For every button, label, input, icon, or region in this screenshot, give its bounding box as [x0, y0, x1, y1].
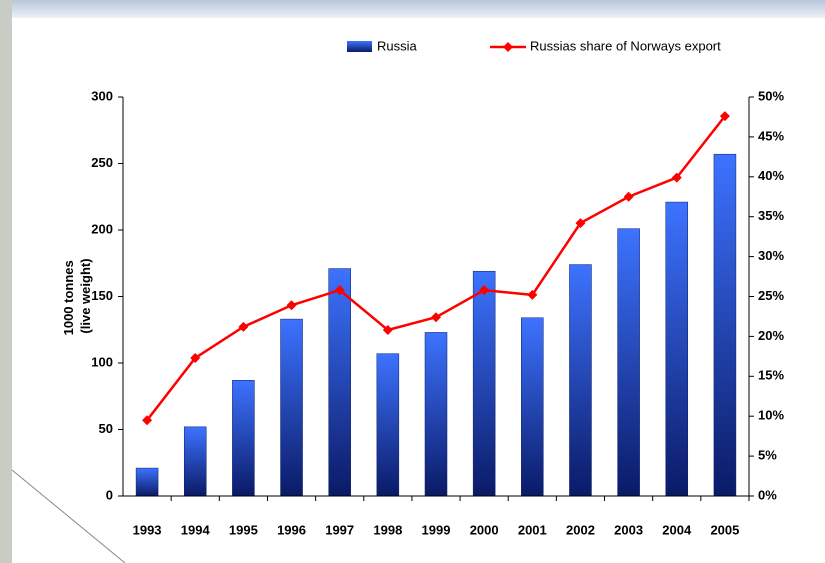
y2-tick-label: 40%	[758, 168, 784, 183]
x-tick-label: 2000	[470, 522, 499, 537]
x-tick-label: 2004	[662, 522, 692, 537]
x-tick-label: 2005	[710, 522, 739, 537]
x-tick-label: 1995	[229, 522, 258, 537]
line-marker	[575, 218, 586, 229]
y2-tick-label: 0%	[758, 487, 777, 502]
y2-tick-label: 50%	[758, 88, 784, 103]
line-marker	[142, 415, 153, 426]
x-tick-label: 1997	[325, 522, 354, 537]
bar	[569, 264, 592, 497]
bar	[713, 153, 737, 497]
bar	[135, 467, 159, 497]
y-tick-label: 0	[106, 487, 113, 502]
x-tick-label: 1993	[133, 522, 162, 537]
legend-swatch	[347, 41, 372, 52]
bar	[183, 426, 207, 497]
line-marker	[671, 172, 682, 183]
line-marker	[334, 285, 345, 296]
y-title-line: 1000 tonnes	[61, 260, 76, 335]
line-marker	[190, 352, 201, 363]
y2-tick-label: 10%	[758, 408, 784, 423]
x-tick-label: 2003	[614, 522, 643, 537]
header-strip	[0, 0, 825, 18]
line-marker	[286, 300, 297, 311]
x-tick-label: 1998	[373, 522, 402, 537]
side-strip	[0, 0, 12, 563]
legend-label: Russia	[377, 38, 418, 53]
line-marker	[623, 191, 634, 202]
bar	[328, 268, 351, 497]
y-axis-title: 1000 tonnes (live weight)	[61, 257, 93, 336]
y-tick-label: 200	[91, 221, 113, 236]
line-marker	[382, 325, 393, 336]
line-marker	[431, 312, 441, 323]
y2-tick-label: 20%	[758, 328, 784, 343]
x-tick-label: 2002	[566, 522, 595, 537]
y-tick-label: 250	[91, 155, 113, 170]
y-tick-label: 50	[99, 421, 113, 436]
x-tick-label: 1999	[422, 522, 451, 537]
y2-tick-label: 45%	[758, 128, 784, 143]
bar	[617, 228, 640, 497]
y2-tick-label: 30%	[758, 248, 784, 263]
x-tick-label: 2001	[518, 522, 547, 537]
y-tick-label: 150	[91, 288, 113, 303]
line-marker	[527, 289, 538, 300]
bar	[376, 353, 400, 497]
y2-tick-label: 25%	[758, 288, 784, 303]
legend-marker	[503, 42, 513, 52]
y-tick-label: 300	[91, 88, 113, 103]
y2-tick-label: 5%	[758, 448, 777, 463]
bar	[665, 201, 689, 497]
bar	[232, 380, 255, 497]
line-marker	[238, 321, 249, 332]
y2-tick-label: 15%	[758, 368, 784, 383]
x-tick-label: 1994	[181, 522, 211, 537]
decor-line	[11, 469, 126, 563]
y-title-line: (live weight)	[78, 258, 93, 333]
y2-tick-label: 35%	[758, 208, 784, 223]
line-marker	[719, 111, 730, 122]
bar	[472, 270, 496, 497]
legend-label: Russias share of Norways export	[530, 38, 721, 53]
y-tick-label: 100	[91, 354, 113, 369]
bar	[521, 317, 544, 497]
line-marker	[479, 285, 490, 296]
bar	[424, 332, 448, 497]
x-tick-label: 1996	[277, 522, 306, 537]
bar	[280, 318, 303, 497]
